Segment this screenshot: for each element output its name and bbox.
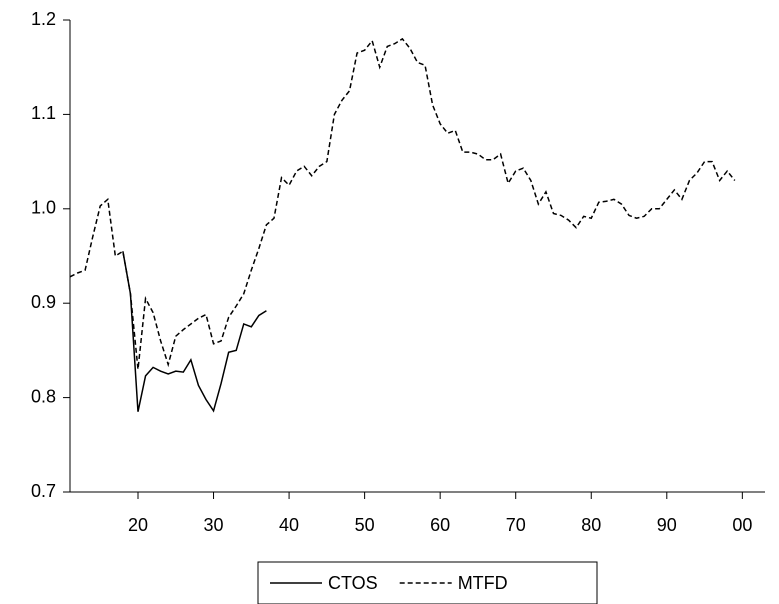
- x-tick-label: 60: [430, 515, 450, 535]
- x-tick-label: 00: [732, 515, 752, 535]
- y-tick-label: 1.2: [31, 9, 56, 29]
- y-tick-label: 1.1: [31, 103, 56, 123]
- x-tick-label: 30: [204, 515, 224, 535]
- y-tick-label: 0.8: [31, 386, 56, 406]
- legend-label: CTOS: [328, 573, 378, 593]
- x-tick-label: 40: [279, 515, 299, 535]
- x-tick-label: 20: [128, 515, 148, 535]
- y-tick-label: 0.7: [31, 481, 56, 501]
- x-tick-label: 50: [355, 515, 375, 535]
- x-tick-label: 90: [657, 515, 677, 535]
- x-tick-label: 70: [506, 515, 526, 535]
- series-line: [122, 251, 267, 413]
- y-tick-label: 0.9: [31, 292, 56, 312]
- y-tick-label: 1.0: [31, 198, 56, 218]
- legend-label: MTFD: [458, 573, 508, 593]
- x-tick-label: 80: [581, 515, 601, 535]
- series-line: [69, 37, 736, 370]
